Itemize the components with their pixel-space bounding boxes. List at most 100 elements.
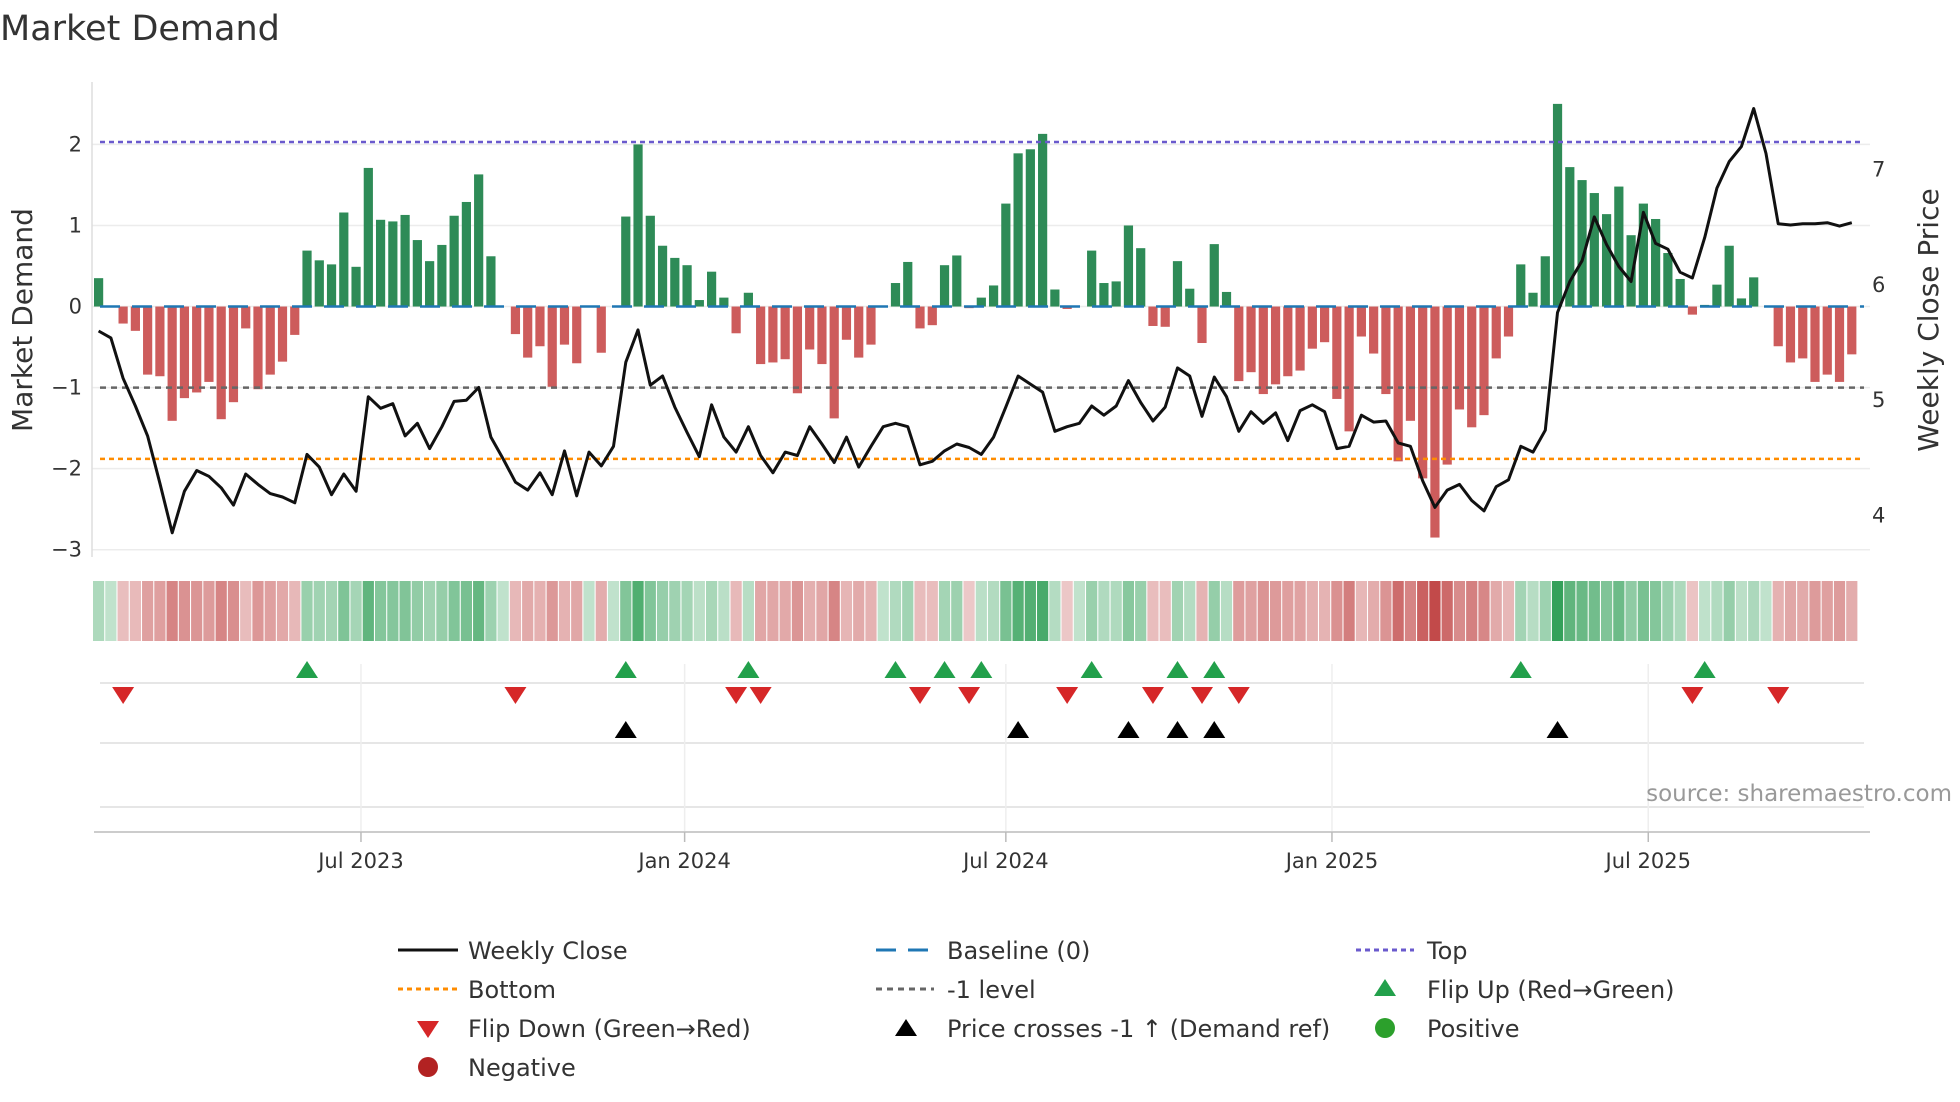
- heatmap-cell: [632, 581, 644, 641]
- legend-flip-up: Flip Up (Red→Green): [1374, 976, 1675, 1004]
- heatmap-cell: [1269, 581, 1282, 641]
- heatmap-cell: [154, 581, 166, 641]
- negative-demand-bar: [1454, 306, 1465, 410]
- positive-demand-bar: [1540, 256, 1550, 307]
- positive-demand-bar: [645, 215, 655, 307]
- negative-demand-bar: [805, 306, 815, 350]
- heatmap-cell: [1024, 581, 1036, 641]
- negative-demand-bar: [731, 306, 741, 334]
- negative-demand-bar: [1834, 306, 1845, 382]
- heatmap-cell: [767, 581, 779, 641]
- heatmap-cell: [1380, 581, 1392, 641]
- heatmap-cell: [558, 581, 571, 641]
- flip-down-marker: [504, 687, 527, 704]
- positive-demand-bar: [388, 221, 398, 307]
- positive-demand-bar: [1724, 245, 1734, 307]
- positive-demand-bar: [707, 271, 717, 307]
- negative-demand-bar: [1332, 306, 1342, 399]
- positive-demand-bar: [1087, 250, 1097, 307]
- positive-demand-bar: [1050, 289, 1060, 307]
- negative-demand-bar: [1405, 306, 1416, 421]
- positive-demand-bar: [694, 300, 704, 307]
- positive-demand-bar: [939, 265, 950, 307]
- negative-demand-bar: [1430, 306, 1440, 538]
- heatmap-cell: [1061, 581, 1073, 641]
- positive-demand-bar: [1614, 186, 1624, 307]
- negative-demand-bar: [290, 306, 300, 335]
- y-tick-label: 2: [69, 132, 82, 156]
- positive-demand-bar: [952, 255, 962, 307]
- heatmap-cell: [1147, 581, 1159, 641]
- y-tick-label: −2: [51, 457, 82, 481]
- heatmap-cell: [509, 581, 522, 641]
- heatmap-cell: [1257, 581, 1269, 641]
- negative-demand-bar: [179, 306, 190, 399]
- heatmap-cell: [1294, 581, 1306, 641]
- heatmap-cell: [1368, 581, 1380, 641]
- negative-demand-bar: [216, 306, 226, 420]
- negative-demand-bar: [572, 306, 582, 364]
- heatmap-cell: [460, 581, 472, 641]
- flip-down-marker: [749, 687, 772, 704]
- heatmap-cell: [1625, 581, 1637, 641]
- heatmap-cell: [338, 581, 350, 641]
- heatmap-cell: [1000, 581, 1012, 641]
- negative-demand-bar: [1320, 306, 1330, 343]
- positive-demand-bar: [1749, 277, 1759, 307]
- positive-demand-bar: [1528, 292, 1538, 307]
- negative-demand-bar: [1381, 306, 1391, 395]
- heatmap-cell: [1588, 581, 1600, 641]
- positive-demand-bar: [719, 297, 729, 307]
- price-cross-marker: [1203, 721, 1226, 738]
- positive-demand-bar: [1565, 167, 1575, 307]
- negative-demand-bar: [1503, 306, 1514, 337]
- negative-demand-bar: [118, 306, 128, 324]
- heatmap-cell: [374, 581, 387, 641]
- heatmap-cell: [1539, 581, 1551, 641]
- flip-down-marker: [1056, 687, 1079, 704]
- heatmap-cell: [411, 581, 423, 641]
- legend-negative: Negative: [418, 1054, 576, 1082]
- heatmap-cell: [1355, 581, 1367, 641]
- source-credit: source: sharemaestro.com: [1646, 781, 1952, 807]
- heatmap-cell: [1772, 581, 1784, 641]
- heatmap-cell: [362, 581, 374, 641]
- heatmap-cell: [387, 581, 399, 641]
- heatmap-cell: [1196, 581, 1208, 641]
- flip-up-marker: [1509, 661, 1532, 678]
- positive-demand-bar: [461, 201, 471, 307]
- legend-flip-down: Flip Down (Green→Red): [417, 1015, 751, 1043]
- positive-demand-bar: [351, 266, 361, 307]
- heatmap-cell: [1686, 581, 1698, 641]
- heatmap-cell: [583, 581, 595, 641]
- legend-label: Negative: [468, 1054, 576, 1082]
- heatmap-cell: [1098, 581, 1110, 641]
- negative-demand-bar: [1270, 306, 1281, 385]
- negative-demand-bar: [1418, 306, 1428, 479]
- legend-positive: Positive: [1375, 1015, 1520, 1043]
- heatmap-cell: [142, 581, 154, 641]
- negative-demand-bar: [559, 306, 570, 345]
- negative-demand-bar: [756, 306, 766, 365]
- positive-demand-bar: [743, 292, 753, 307]
- price-cross-marker: [1166, 721, 1189, 738]
- negative-demand-bar: [204, 306, 214, 382]
- heatmap-cell: [473, 581, 485, 641]
- positive-demand-bar: [682, 265, 692, 307]
- positive-demand-bar: [657, 245, 668, 307]
- heatmap-cell: [571, 581, 583, 641]
- heatmap-cell: [706, 581, 718, 641]
- y2-tick-label: 7: [1872, 157, 1885, 181]
- positive-demand-bar: [1221, 291, 1232, 307]
- positive-demand-bar: [1552, 103, 1563, 307]
- x-tick-label: Jul 2025: [1604, 849, 1691, 873]
- legend: Weekly Close Baseline (0) Top Bottom -1 …: [398, 937, 1675, 1082]
- positive-demand-bar: [302, 250, 312, 307]
- heatmap-cell: [1453, 581, 1466, 641]
- demand-heatmap-strip: [93, 581, 1858, 641]
- triangle-up-icon: [895, 1019, 917, 1036]
- heatmap-cell: [350, 581, 362, 641]
- negative-demand-bar: [792, 306, 803, 394]
- positive-demand-bar: [1601, 214, 1612, 307]
- positive-demand-bar: [375, 219, 386, 307]
